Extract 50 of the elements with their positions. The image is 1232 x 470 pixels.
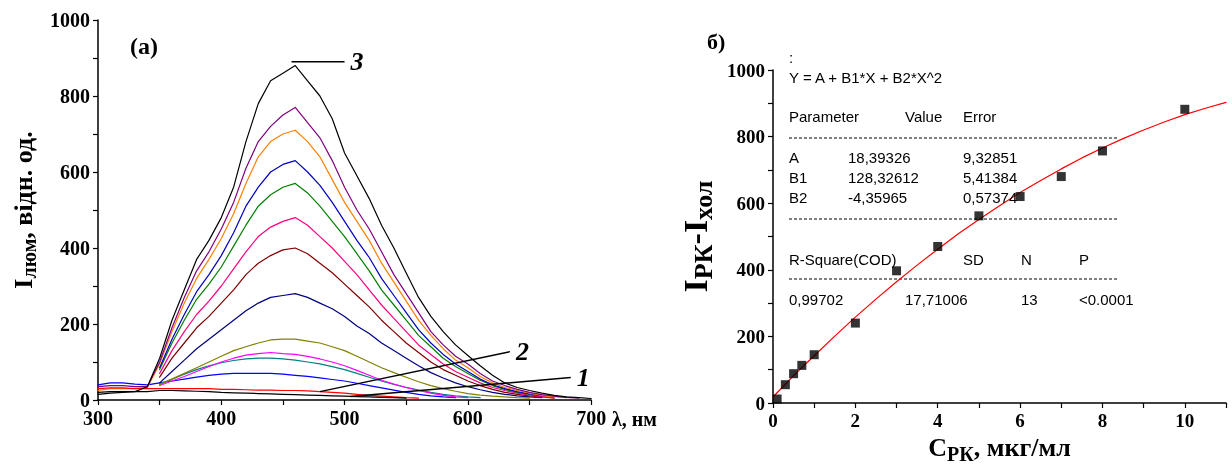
annotation: 9,32851 [963,148,1018,166]
y-tick-label: 800 [60,85,90,107]
x-tick-label: 10 [1175,410,1195,431]
annotation: 128,32612 [848,168,919,186]
annotation: Parameter [789,107,860,125]
annotation: 2 [514,337,529,367]
annotation: B1 [789,168,808,186]
y-tick-label: 1000 [727,59,765,81]
x-tick-label: 700 [576,407,607,429]
annotation: -4,35965 [848,188,908,206]
x-tick-label: 500 [329,407,360,429]
annotation: R-Square(COD) [789,250,897,268]
chart-title: б) [707,28,726,54]
annotation: Value [905,107,943,125]
annotation: Error [963,107,997,125]
annotation: N [1021,250,1032,268]
y-tick-label: 400 [60,237,90,259]
annotation: 13 [1021,290,1038,308]
annotation: 3 [349,47,364,77]
x-tick-label: 2 [850,410,861,431]
x-tick-label: 6 [1015,410,1025,431]
text: (a) [130,33,158,59]
x-tick-label: 400 [206,407,237,429]
annotation: Y = A + B1*X + B2*X^2 [789,68,943,86]
y-tick-label: 600 [736,192,765,214]
annotation: A [789,148,800,166]
y-tick-label: 1000 [50,9,90,31]
x-tick-label: 4 [932,410,943,431]
annotation: 18,39326 [848,148,911,166]
annotation: SD [963,250,984,268]
x-tick-label: 8 [1097,410,1108,431]
text: : [789,48,794,66]
annotation: B2 [789,188,808,206]
x-tick-label: 0 [768,410,778,431]
x-tick-label: 600 [452,407,483,429]
y-tick-label: 400 [736,259,765,281]
y-tick-label: 200 [736,325,765,347]
y-tick-label: 0 [755,392,765,414]
annotation: 1 [576,363,590,393]
y-axis-title: IРК-Iхол [676,180,718,293]
x-axis-title: λ, нм [612,408,657,430]
y-tick-label: 800 [736,126,765,148]
annotation: 5,41384 [963,168,1018,186]
y-tick-label: 200 [60,313,90,335]
annotation: 0,99702 [789,290,844,308]
y-tick-label: 600 [60,161,90,183]
annotation: P [1079,250,1090,268]
y-axis-title: Iлюм, відн. од. [8,131,41,289]
annotation: <0.0001 [1079,290,1134,308]
annotation: 17,71006 [905,290,968,308]
